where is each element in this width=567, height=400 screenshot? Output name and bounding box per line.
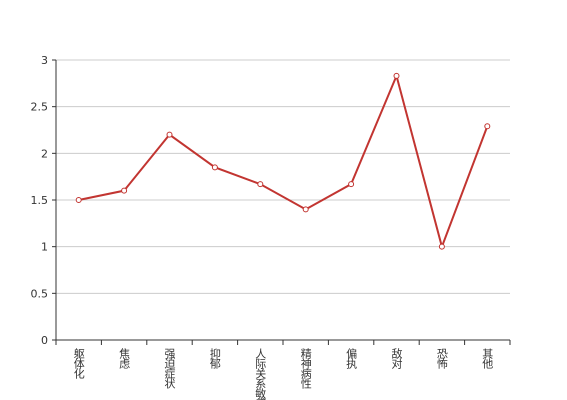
point [121,187,128,194]
y-tick-label: 0.5 [31,287,49,300]
x-tick-label: 敌对 [390,347,403,369]
point [302,206,309,213]
y-tick-label: 2.5 [31,101,49,114]
point [257,181,264,188]
point [211,164,218,171]
point [348,181,355,188]
y-tick-label: 2 [41,147,48,160]
line [78,72,489,250]
y-tick-label: 0 [41,334,48,347]
x-tick-label: 人际关系敏感 [254,348,267,400]
y-tick-label: 1.5 [31,194,49,207]
point [393,72,400,79]
point [166,131,173,138]
point [484,123,491,130]
y-tick-label: 1 [41,241,48,254]
x-tick-label: 偏执 [345,347,358,370]
x-tick-label: 其他 [481,348,494,369]
x-tick-label: 精神病性 [299,348,312,390]
y-tick-label: 3 [41,54,48,67]
x-tick-label: 恐怖 [435,348,448,369]
x-tick-label: 抑郁 [208,347,221,369]
x-tick-label: 焦虑 [118,348,131,369]
point [75,197,82,203]
point [438,243,445,250]
x-tick-label: 强迫症状 [163,348,176,389]
x-tick-label: 躯体化 [72,348,85,380]
